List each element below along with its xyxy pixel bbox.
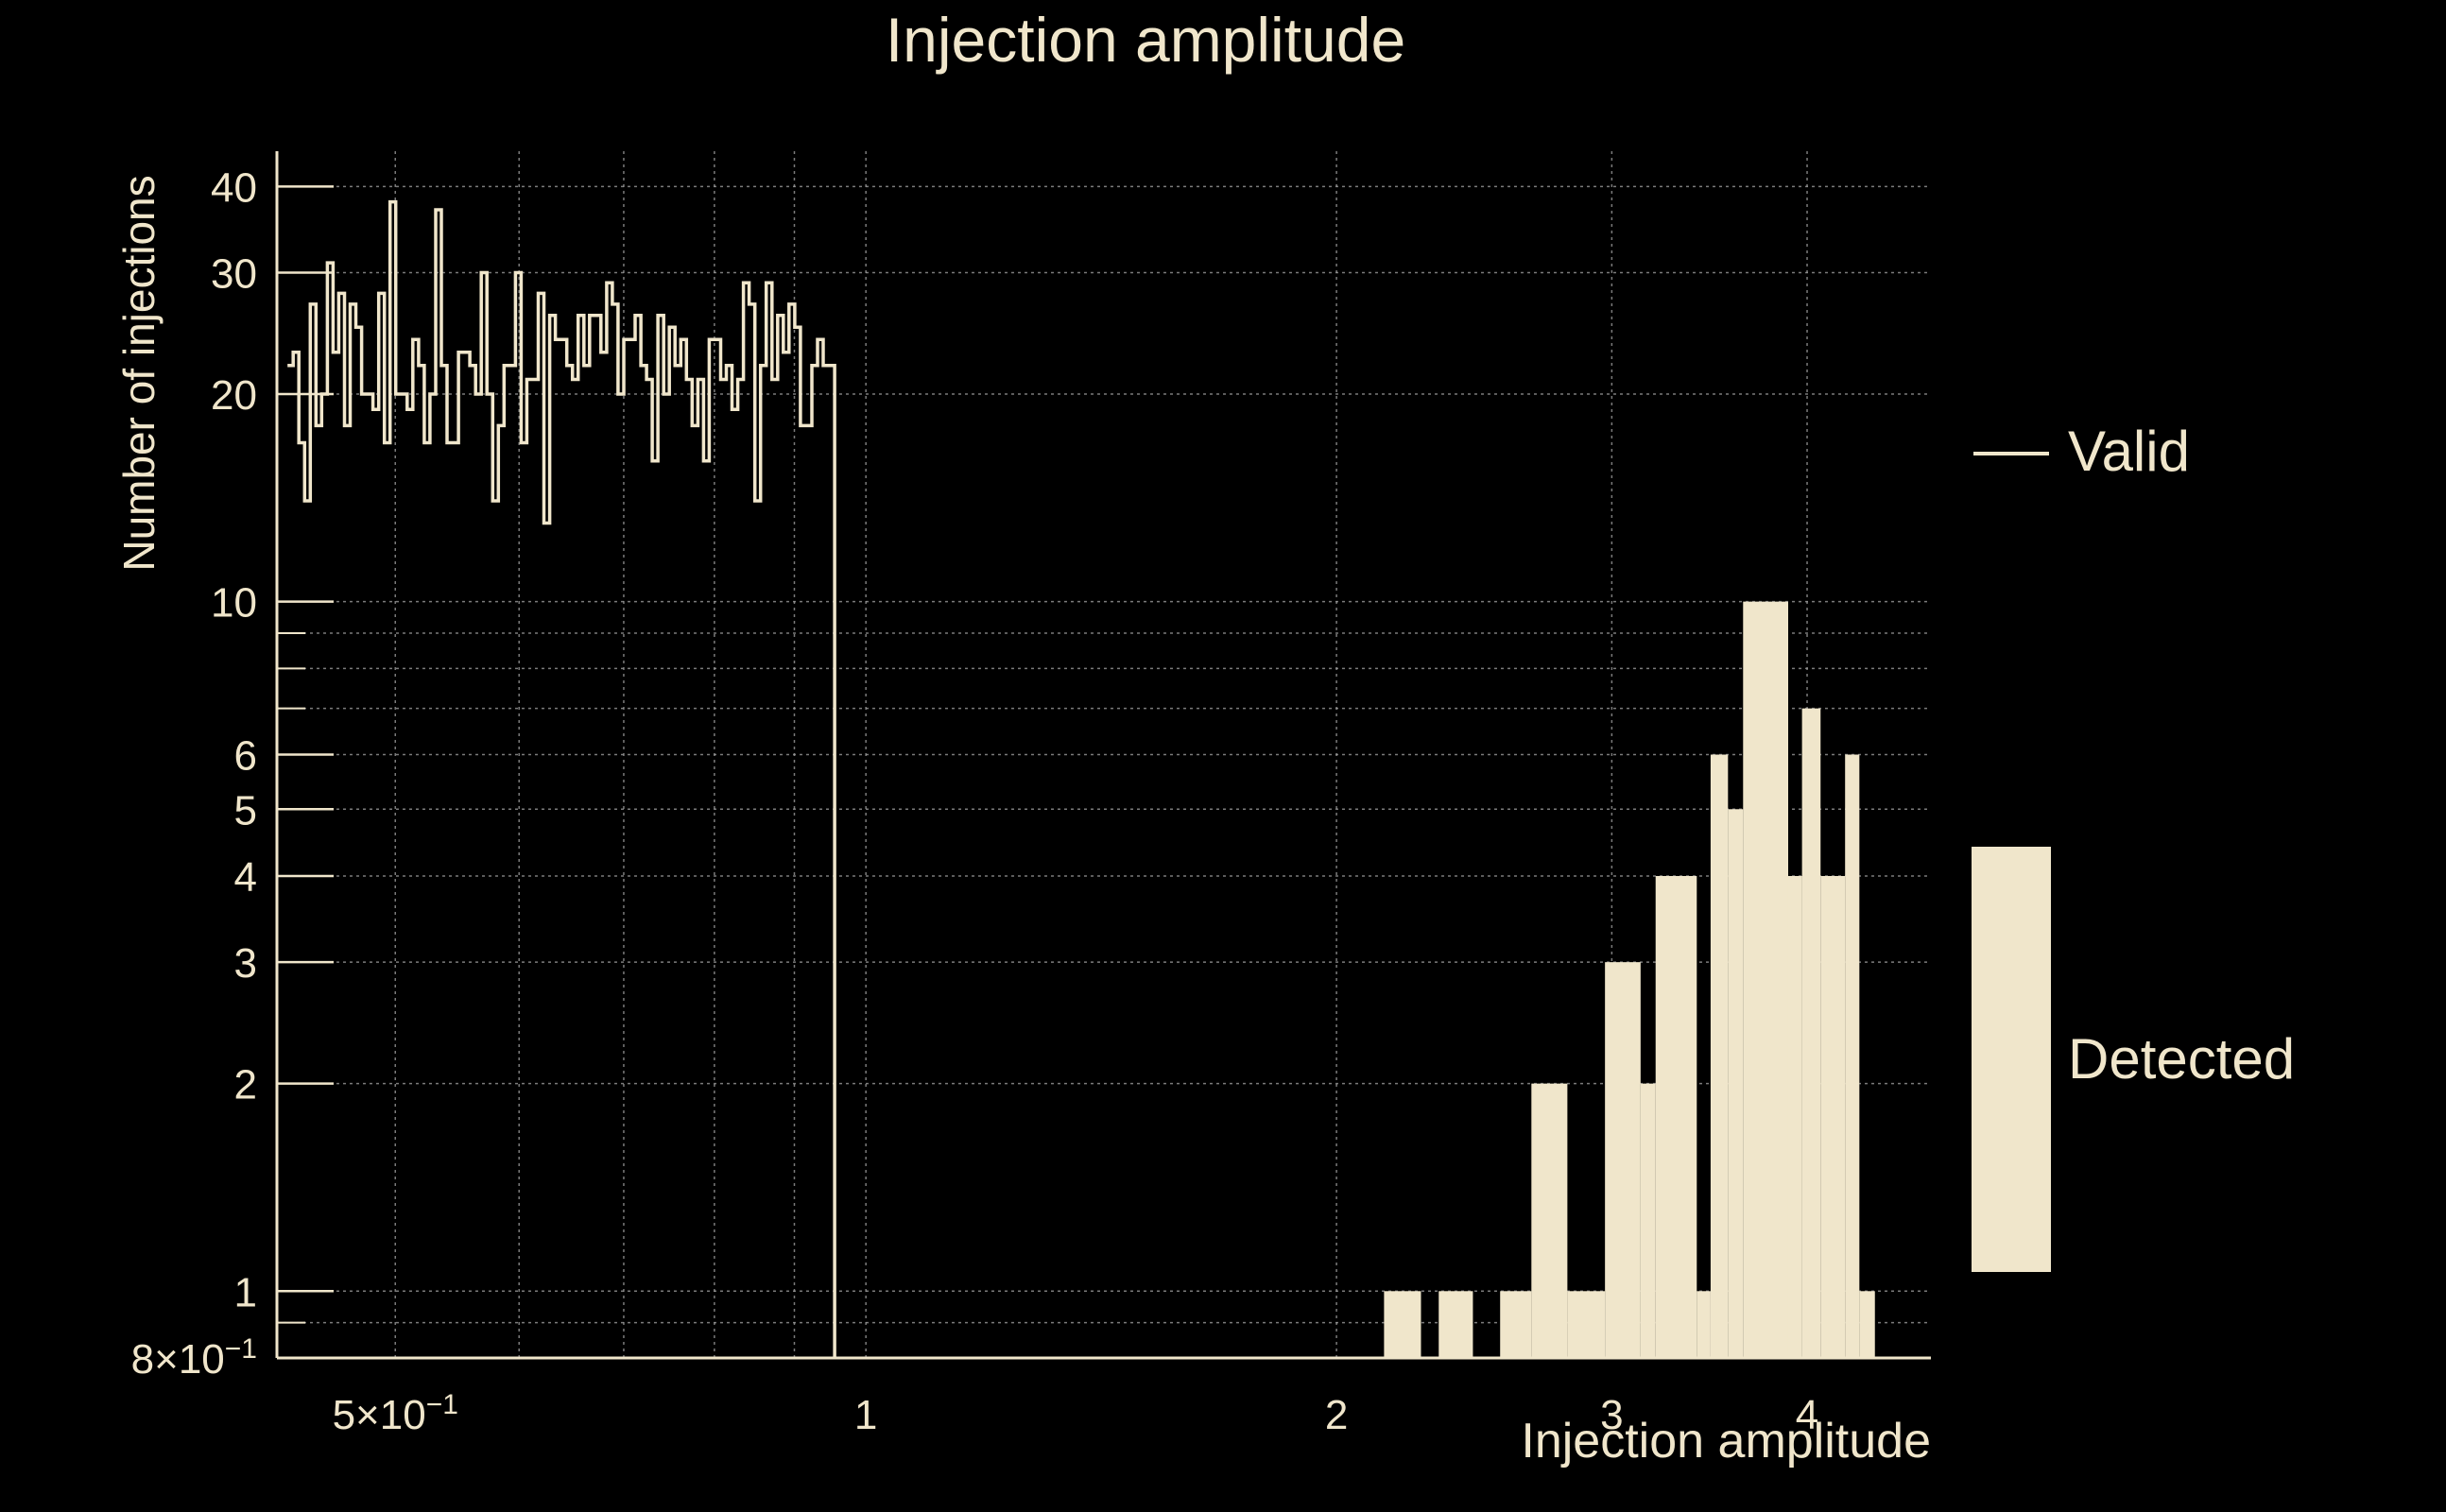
detected-bar: [1845, 754, 1860, 1358]
x-tick-label: 3: [1600, 1392, 1623, 1438]
valid-step-line: [287, 199, 836, 1358]
detected-bar: [1500, 1291, 1532, 1358]
y-tick-label: 40: [211, 164, 257, 211]
y-tick-label: 1: [234, 1269, 257, 1315]
detected-bar: [1743, 601, 1788, 1358]
chart-title: Injection amplitude: [886, 5, 1405, 75]
y-tick-label: 5: [234, 787, 257, 833]
detected-bar: [1710, 754, 1729, 1358]
detected-bar: [1567, 1291, 1606, 1358]
y-tick-label: 10: [211, 580, 257, 627]
y-tick-label: 4: [234, 854, 257, 901]
y-tick-label: 3: [234, 940, 257, 987]
x-tick-label: 4: [1796, 1392, 1818, 1438]
legend-detected-swatch: [1972, 847, 2051, 1272]
x-tick-label: 2: [1325, 1392, 1348, 1438]
legend: Valid Detected: [1972, 420, 2295, 1272]
detected-bar: [1859, 1291, 1875, 1358]
y-tick-label: 20: [211, 372, 257, 419]
y-axis-label: Number of injections: [114, 175, 164, 571]
detected-bar: [1787, 875, 1802, 1358]
legend-valid-label: Valid: [2068, 420, 2190, 483]
y-tick-label: 30: [211, 250, 257, 297]
detected-series: [1384, 601, 1875, 1358]
y-tick-label: 6: [234, 733, 257, 780]
detected-bar: [1531, 1083, 1568, 1358]
valid-series: [287, 199, 836, 1358]
detected-bar: [1605, 962, 1641, 1358]
y-tick-label: 8×10−1: [131, 1333, 257, 1383]
detected-bar: [1655, 875, 1697, 1358]
detected-bar: [1801, 708, 1821, 1358]
y-tick-label: 2: [234, 1062, 257, 1108]
detected-bar: [1820, 875, 1846, 1358]
detected-bar: [1640, 1083, 1656, 1358]
x-tick-label: 1: [854, 1392, 877, 1438]
detected-bar: [1728, 809, 1744, 1358]
axes: 8×10−1 1 2 3 4 5 6 10 20 30 40 5×10−1 1 2 3 4: [131, 151, 1931, 1438]
x-axis-label: Injection amplitude: [1521, 1414, 1931, 1469]
x-tick-label: 5×10−1: [333, 1389, 458, 1438]
detected-bar: [1438, 1291, 1473, 1358]
legend-detected-label: Detected: [2068, 1027, 2295, 1091]
detected-bar: [1697, 1291, 1711, 1358]
detected-bar: [1384, 1291, 1421, 1358]
